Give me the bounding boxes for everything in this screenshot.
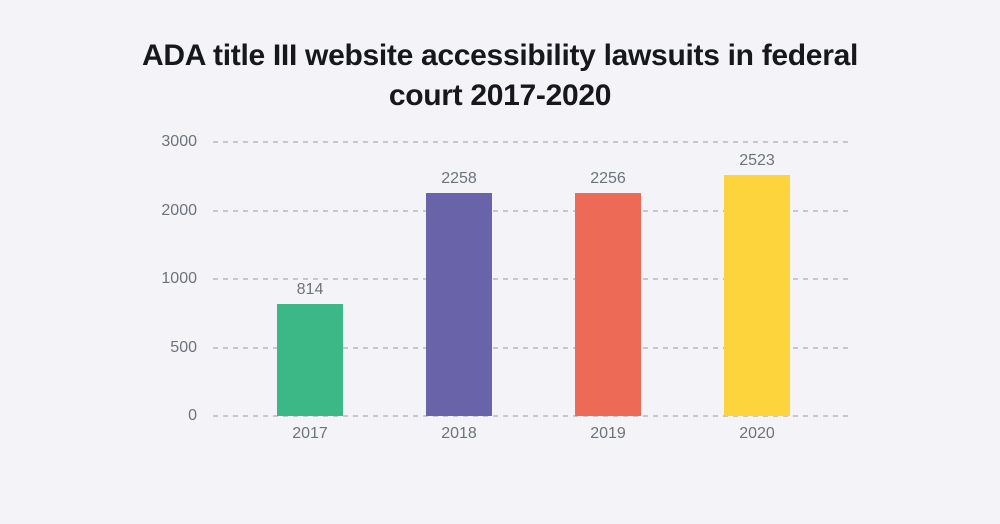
x-tick-label-2018: 2018 xyxy=(441,425,477,442)
bar-value-label-2019: 2256 xyxy=(590,170,626,187)
chart-title: ADA title III website accessibility laws… xyxy=(0,36,1000,116)
bar-2019 xyxy=(575,193,641,416)
x-tick-label-2020: 2020 xyxy=(739,425,775,442)
bar-value-label-2020: 2523 xyxy=(739,152,775,169)
bar-value-label-2017: 814 xyxy=(296,281,324,298)
x-tick-label-2017: 2017 xyxy=(292,425,328,442)
gridline-2000 xyxy=(213,209,851,212)
bar-2020 xyxy=(724,175,790,416)
chart-title-line-2: court 2017-2020 xyxy=(388,79,612,112)
gridline-500 xyxy=(213,346,851,349)
gridline-0 xyxy=(213,415,851,417)
gridline-1000 xyxy=(213,278,851,280)
bar-2018 xyxy=(426,193,492,416)
x-tick-label-2019: 2019 xyxy=(590,425,626,442)
y-tick-label-2000: 2000 xyxy=(161,201,197,219)
y-tick-label-0: 0 xyxy=(188,407,197,424)
y-axis: 0 500 1000 2000 3000 xyxy=(100,133,197,424)
plot-area: 814 2258 2256 2523 xyxy=(213,141,851,417)
chart-title-line-1: ADA title III website accessibility laws… xyxy=(142,39,858,72)
y-tick-label-3000: 3000 xyxy=(161,133,197,150)
y-tick-label-1000: 1000 xyxy=(161,270,197,287)
x-axis: 2017 2018 2019 2020 xyxy=(213,425,851,447)
bar-value-label-2018: 2258 xyxy=(441,170,477,187)
bar-2017 xyxy=(277,304,343,416)
y-tick-label-500: 500 xyxy=(170,338,197,356)
gridline-3000 xyxy=(213,141,851,143)
